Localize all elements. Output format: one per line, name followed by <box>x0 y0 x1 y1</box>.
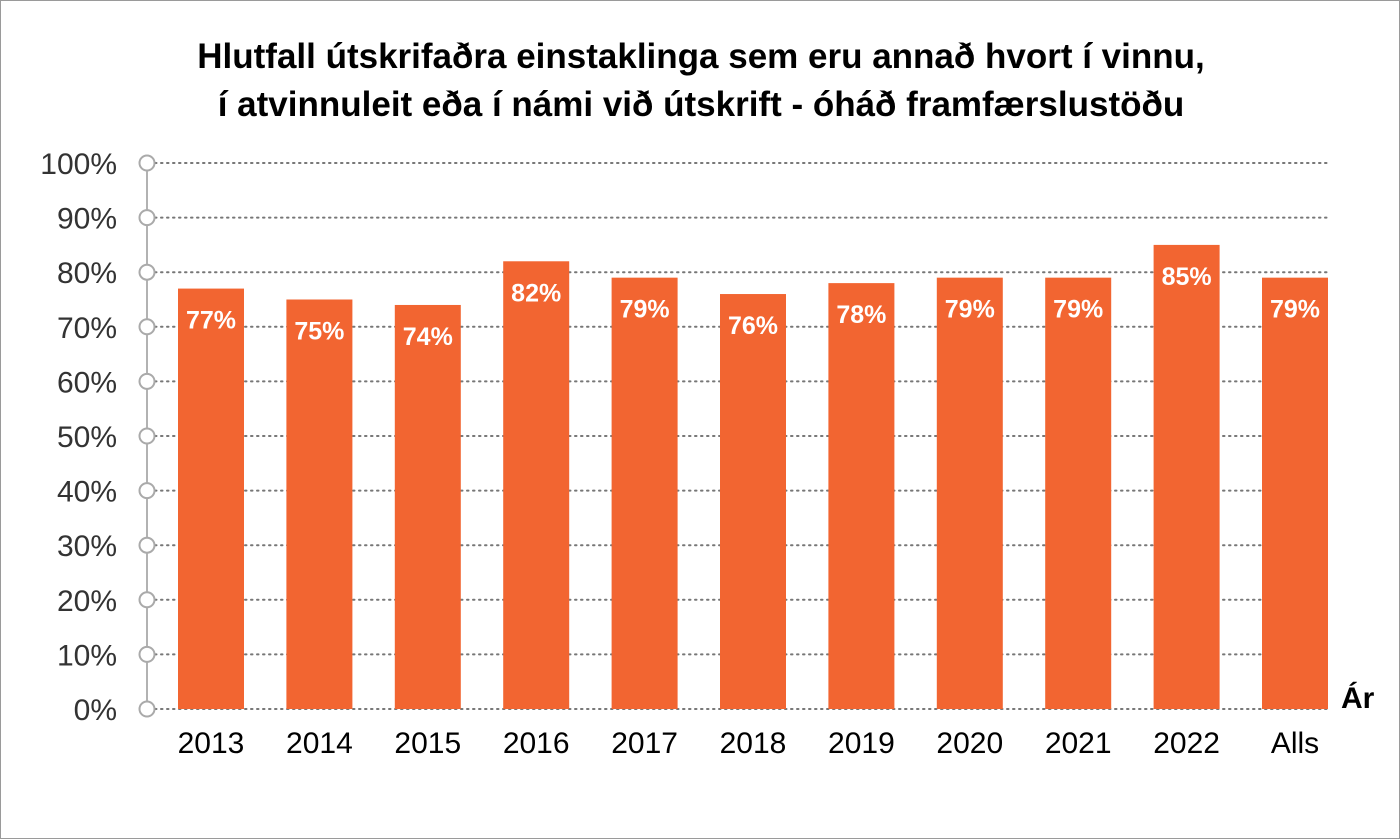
gridlines <box>154 162 1329 710</box>
x-tick-label: 2015 <box>394 727 461 760</box>
data-label: 76% <box>728 312 778 340</box>
x-tick-label: 2016 <box>503 727 570 760</box>
y-tick-marker <box>138 700 156 718</box>
y-tick-label: 100% <box>40 148 117 181</box>
data-label: 79% <box>620 296 670 324</box>
y-tick-marker <box>138 591 156 609</box>
x-tick-label: Alls <box>1271 727 1319 760</box>
y-tick-label: 50% <box>57 421 117 454</box>
x-tick-label: 2013 <box>178 727 245 760</box>
y-tick-marker <box>138 209 156 227</box>
x-tick-label: 2019 <box>828 727 895 760</box>
y-tick-label: 90% <box>57 203 117 236</box>
x-tick-label: 2021 <box>1045 727 1112 760</box>
bar <box>1262 277 1328 709</box>
x-tick-label: 2017 <box>611 727 678 760</box>
bar <box>1153 244 1220 709</box>
y-tick-marker <box>138 536 156 554</box>
data-label: 82% <box>511 279 561 307</box>
x-axis-label: Ár <box>1341 681 1375 715</box>
y-tick-label: 30% <box>57 530 117 563</box>
y-tick-label: 40% <box>57 476 117 509</box>
data-label: 74% <box>403 323 453 351</box>
data-label: 79% <box>1053 296 1103 324</box>
y-tick-label: 20% <box>57 585 117 618</box>
data-label: 85% <box>1162 263 1212 291</box>
y-tick-marker <box>138 482 156 500</box>
y-tick-marker <box>138 645 156 663</box>
bar <box>936 277 1003 709</box>
y-tick-label: 70% <box>57 312 117 345</box>
chart-title-line-1: Hlutfall útskrifaðra einstaklinga sem er… <box>197 37 1204 76</box>
y-tick-marker <box>138 427 156 445</box>
data-label: 75% <box>294 318 344 346</box>
y-tick-label: 80% <box>57 257 117 290</box>
data-label: 78% <box>836 301 886 329</box>
bar <box>503 261 570 709</box>
bar <box>720 294 786 709</box>
x-axis-ticks: 2013 2014 2015 2016 2017 2018 2019 2020 2021 2022… <box>178 727 1320 760</box>
bar <box>1045 277 1112 709</box>
y-tick-label: 10% <box>57 639 117 672</box>
y-tick-label: 0% <box>74 694 117 727</box>
chart-title-line-2: í atvinnuleit eða í námi við útskrift - … <box>218 85 1185 124</box>
bar <box>611 277 678 709</box>
x-tick-label: 2020 <box>936 727 1003 760</box>
y-tick-marker <box>138 154 156 172</box>
data-label: 79% <box>945 296 995 324</box>
y-tick-marker <box>138 318 156 336</box>
x-tick-label: 2022 <box>1153 727 1220 760</box>
data-label: 77% <box>186 307 236 335</box>
y-tick-marker <box>138 372 156 390</box>
bar <box>286 299 353 709</box>
bar <box>828 283 895 709</box>
x-tick-label: 2018 <box>720 727 787 760</box>
y-axis: 0% 10% 20% 30% 40% 50% 60% 70% 80% 90% 100% <box>40 148 156 727</box>
bars <box>178 244 1328 709</box>
data-label: 79% <box>1270 296 1320 324</box>
x-tick-label: 2014 <box>286 727 353 760</box>
bar <box>178 288 244 709</box>
y-tick-marker <box>138 263 156 281</box>
bar <box>394 304 461 709</box>
data-labels: 77% 75% 74% 82% 79% 76% 78% 79% 79% 85% 79% <box>186 263 1320 351</box>
y-tick-label: 60% <box>57 366 117 399</box>
